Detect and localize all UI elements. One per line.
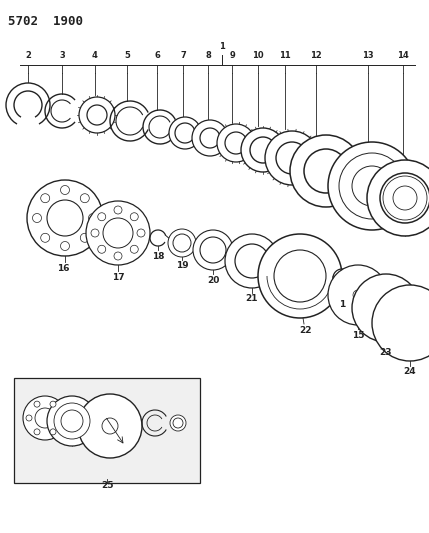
Circle shape [200,237,226,263]
Circle shape [80,233,89,243]
Circle shape [225,132,247,154]
Circle shape [88,214,97,222]
Text: 14: 14 [397,51,409,60]
Text: 24: 24 [404,367,416,376]
Text: 1: 1 [339,300,345,309]
Text: 13: 13 [362,51,374,60]
Circle shape [217,124,255,162]
Text: 18: 18 [152,252,164,261]
Circle shape [54,403,90,439]
Circle shape [91,229,99,237]
Text: 11: 11 [279,51,291,60]
Circle shape [33,214,42,222]
Circle shape [241,128,285,172]
Circle shape [98,213,106,221]
Circle shape [41,233,50,243]
Text: 25: 25 [101,481,113,490]
Circle shape [87,105,107,125]
Circle shape [235,244,269,278]
Circle shape [328,142,416,230]
Circle shape [86,201,150,265]
Circle shape [192,120,228,156]
Circle shape [41,193,50,203]
Text: 12: 12 [310,51,322,60]
Text: 2: 2 [25,51,31,60]
Circle shape [102,418,118,434]
Circle shape [78,394,142,458]
Circle shape [250,137,276,163]
Text: 23: 23 [380,348,392,357]
Circle shape [383,176,427,220]
Circle shape [173,418,183,428]
Circle shape [60,241,69,251]
Text: 10: 10 [252,51,264,60]
Circle shape [290,135,362,207]
Circle shape [27,180,103,256]
Circle shape [50,429,56,435]
Circle shape [98,245,106,253]
Text: 9: 9 [229,51,235,60]
Text: 22: 22 [299,326,311,335]
Text: 8: 8 [205,51,211,60]
Circle shape [79,97,115,133]
Text: 6: 6 [154,51,160,60]
Circle shape [200,128,220,148]
Circle shape [61,410,83,432]
Circle shape [23,396,67,440]
Circle shape [170,415,186,431]
Circle shape [80,193,89,203]
Text: 1: 1 [219,42,225,51]
Circle shape [173,234,191,252]
Circle shape [367,160,429,236]
Circle shape [353,290,363,300]
Circle shape [35,408,55,428]
Circle shape [137,229,145,237]
Circle shape [225,234,279,288]
Text: 19: 19 [176,261,188,270]
Circle shape [352,166,392,206]
Circle shape [274,250,326,302]
Circle shape [382,304,390,312]
Circle shape [130,213,138,221]
Circle shape [265,131,319,185]
Circle shape [168,229,196,257]
Circle shape [114,252,122,260]
Circle shape [34,429,40,435]
Text: 21: 21 [246,294,258,303]
Circle shape [169,117,201,149]
Circle shape [26,415,32,421]
Text: 3: 3 [59,51,65,60]
Circle shape [393,186,417,210]
Circle shape [175,123,195,143]
Circle shape [258,234,342,318]
Circle shape [58,415,64,421]
Circle shape [50,401,56,407]
Text: 5: 5 [124,51,130,60]
Circle shape [352,274,420,342]
Circle shape [34,401,40,407]
Text: 4: 4 [92,51,98,60]
Circle shape [276,142,308,174]
Text: 16: 16 [57,264,69,273]
Circle shape [114,206,122,214]
Circle shape [372,285,429,361]
Circle shape [6,83,50,127]
Circle shape [328,265,388,325]
Text: 5702  1900: 5702 1900 [8,15,83,28]
Circle shape [304,149,348,193]
Circle shape [339,153,405,219]
Circle shape [60,185,69,195]
Text: 17: 17 [112,273,124,282]
Text: 7: 7 [180,51,186,60]
Circle shape [47,396,97,446]
Circle shape [380,173,429,223]
Bar [14,378,200,483]
Circle shape [193,230,233,270]
Circle shape [14,91,42,119]
Text: 20: 20 [207,276,219,285]
Circle shape [47,200,83,236]
Circle shape [103,218,133,248]
Circle shape [130,245,138,253]
Text: 15: 15 [352,331,364,340]
